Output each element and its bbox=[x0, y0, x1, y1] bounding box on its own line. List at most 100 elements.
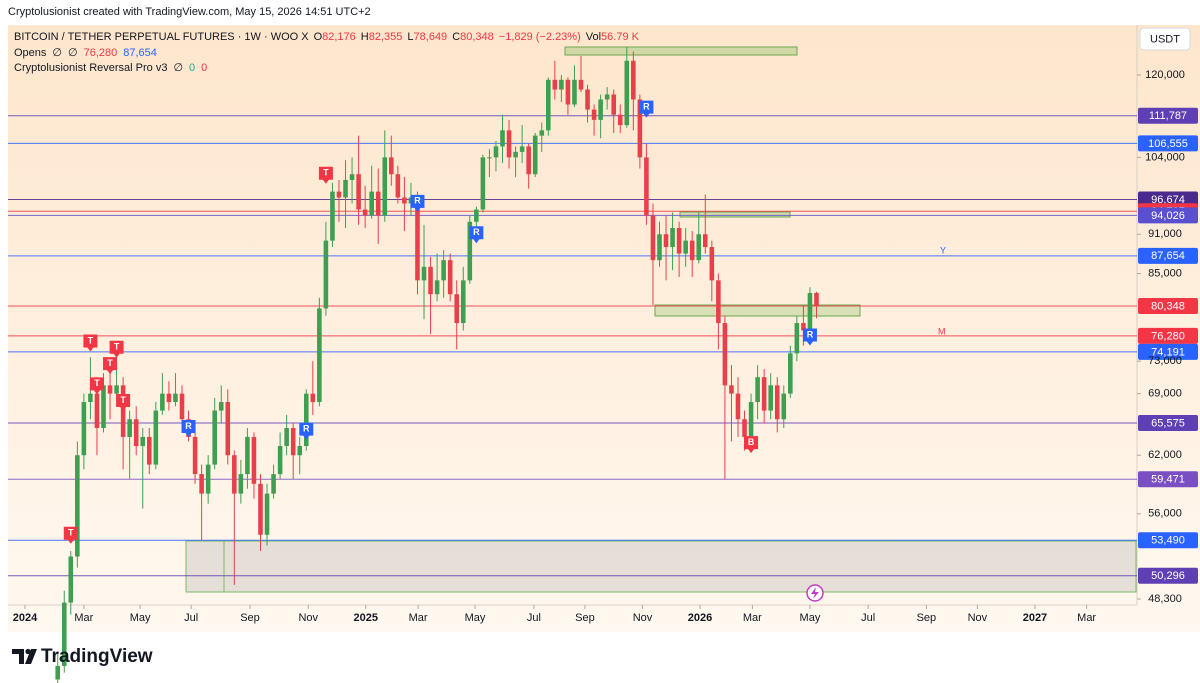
candle-body bbox=[421, 266, 427, 281]
level-label-box bbox=[1138, 327, 1198, 344]
credit: Cryptolusionist created with TradingView… bbox=[8, 6, 371, 18]
signal-marker bbox=[744, 436, 759, 454]
candle-body bbox=[578, 79, 584, 90]
candle-body bbox=[61, 602, 67, 666]
logo-mark bbox=[12, 648, 37, 664]
indicator-legend: Cryptolusionist Reversal Pro v3 ∅ 0 0 bbox=[14, 62, 207, 74]
opens-value: 76,280 bbox=[84, 47, 118, 59]
x-tick-label: Mar bbox=[1077, 612, 1096, 624]
candle-body bbox=[748, 402, 754, 437]
indicator-name: Cryptolusionist Reversal Pro v3 bbox=[14, 62, 167, 74]
candle-body bbox=[552, 79, 558, 90]
level-label-box bbox=[1138, 532, 1198, 549]
y-tick-label: 120,000 bbox=[1145, 69, 1185, 81]
candle-body bbox=[722, 323, 728, 386]
candle-body bbox=[349, 174, 355, 180]
candle-body bbox=[513, 151, 518, 158]
candle-body bbox=[761, 377, 767, 411]
y-tick-label: 104,000 bbox=[1145, 151, 1185, 163]
candle-body bbox=[434, 280, 440, 295]
candle-body bbox=[336, 191, 342, 198]
candle-body bbox=[474, 209, 479, 222]
ohlc-value: 80,348 bbox=[460, 31, 494, 43]
signal-label: T bbox=[120, 395, 126, 405]
candle-body bbox=[199, 474, 204, 494]
x-tick-label: 2025 bbox=[354, 612, 378, 624]
signal-marker bbox=[318, 166, 333, 184]
vol-value: 56.79 K bbox=[601, 31, 640, 43]
signal-label: T bbox=[323, 168, 329, 178]
signal-label: R bbox=[643, 101, 650, 111]
vol-key: Vol bbox=[586, 31, 601, 43]
candle-body bbox=[591, 109, 597, 120]
candle-body bbox=[493, 146, 499, 158]
candle-body bbox=[88, 393, 93, 403]
logo-shape bbox=[25, 649, 37, 664]
y-tick-label: 69,000 bbox=[1148, 388, 1182, 400]
candle-body bbox=[369, 191, 374, 216]
signal-marker bbox=[639, 100, 654, 118]
candle-body bbox=[676, 227, 682, 254]
candle-body bbox=[114, 385, 119, 394]
candle-body bbox=[644, 157, 649, 216]
opens-legend: Opens ∅ ∅ 76,280 87,654 bbox=[14, 47, 157, 59]
candle-body bbox=[807, 292, 813, 331]
signal-label: R bbox=[807, 329, 814, 339]
level-label: 106,555 bbox=[1148, 138, 1188, 150]
signal-label: R bbox=[473, 227, 480, 237]
signal-marker bbox=[103, 357, 118, 375]
signal-label: T bbox=[94, 378, 100, 388]
candle-body bbox=[251, 436, 257, 484]
x-tick-label: Sep bbox=[575, 612, 595, 624]
signal-label: T bbox=[107, 358, 113, 368]
level-label: 53,490 bbox=[1151, 535, 1185, 547]
signal-label: R bbox=[303, 424, 310, 434]
candle-body bbox=[245, 436, 250, 475]
x-tick-label: 2026 bbox=[688, 612, 712, 624]
ohlc-value: 82,176 bbox=[322, 31, 356, 43]
candle-body bbox=[192, 436, 198, 475]
candle-body bbox=[428, 266, 433, 295]
candle-body bbox=[702, 234, 708, 248]
candle-body bbox=[160, 393, 165, 411]
level-label: 59,471 bbox=[1151, 474, 1185, 486]
candle-body bbox=[788, 353, 793, 394]
candle-body bbox=[323, 240, 329, 309]
ohlc-key: L bbox=[407, 31, 413, 43]
currency-button[interactable] bbox=[1139, 27, 1191, 51]
candle-body bbox=[781, 393, 787, 420]
signal-marker bbox=[89, 377, 104, 395]
annotation: Y bbox=[940, 245, 946, 255]
currency[interactable]: USDT bbox=[1150, 33, 1180, 45]
candle-body bbox=[310, 393, 316, 403]
candle-body bbox=[617, 114, 623, 126]
candle-body bbox=[212, 410, 217, 465]
candle-body bbox=[585, 89, 590, 110]
candle-body bbox=[716, 280, 721, 324]
x-tick-label: Sep bbox=[917, 612, 937, 624]
candle-body bbox=[55, 665, 61, 680]
candle-body bbox=[290, 428, 296, 456]
candle-body bbox=[75, 455, 80, 557]
candle-body bbox=[526, 146, 531, 175]
level-label-box bbox=[1138, 297, 1198, 314]
ohlc-key: C bbox=[452, 31, 460, 43]
ohlc-value: 78,649 bbox=[414, 31, 448, 43]
x-tick-label: May bbox=[800, 612, 821, 624]
y-tick-label: 62,000 bbox=[1148, 449, 1182, 461]
candle-body bbox=[670, 227, 675, 248]
candle-body bbox=[238, 474, 244, 494]
candle-body bbox=[742, 419, 747, 437]
signal-marker bbox=[802, 328, 817, 346]
ohlc-key: H bbox=[361, 31, 369, 43]
ohlc-key: O bbox=[314, 31, 323, 43]
x-tick-label: Mar bbox=[743, 612, 762, 624]
level-label-box bbox=[1138, 471, 1198, 488]
zones bbox=[185, 46, 1137, 593]
candle-body bbox=[696, 234, 702, 261]
y-tick-label: 73,000 bbox=[1148, 355, 1182, 367]
levels: 111,787106,55596,67494,70794,02687,65480… bbox=[8, 107, 1198, 584]
candles bbox=[55, 46, 819, 683]
level-label: 76,280 bbox=[1151, 330, 1185, 342]
